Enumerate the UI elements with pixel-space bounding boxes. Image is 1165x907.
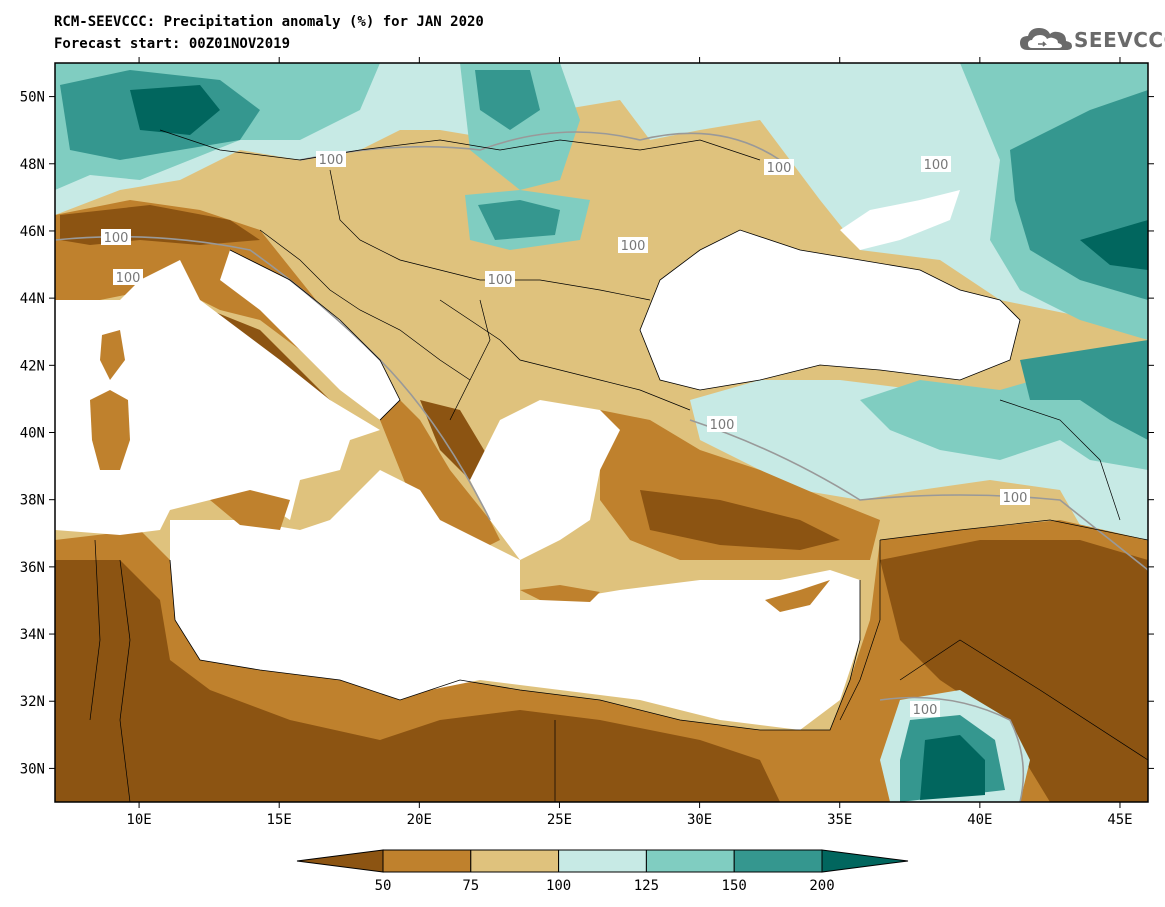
lon-tick-label: 40E [967,812,992,828]
crete [520,585,600,602]
contour-label: 100 [913,703,938,718]
lon-tick-label: 20E [407,812,432,828]
contour-label-bg [113,269,143,285]
anomaly-field [55,63,1148,802]
corsica [100,330,125,380]
western-mediterranean [55,260,380,535]
lat-tick-label: 36N [20,560,45,576]
seevccc-logo: SEEVCCC [1018,22,1165,56]
legend-swatch [470,849,560,873]
legend-label: 200 [809,878,834,894]
contour-label: 100 [710,418,735,433]
lat-tick-label: 50N [20,90,45,106]
contour-label: 100 [621,239,646,254]
contour-label-bg [764,159,794,175]
sicily [210,490,290,530]
lat-tick-label: 40N [20,426,45,442]
legend-swatch [558,849,647,873]
legend-swatch [733,849,823,873]
field-150-200-carpathian [475,70,540,130]
contour-100-north [299,131,781,161]
lon-tick-label: 15E [267,812,292,828]
lat-tick-label: 48N [20,157,45,173]
field-below-50-greece [420,400,490,480]
field-150-200-hungary [478,200,560,240]
cyprus [765,580,830,612]
contour-label-bg [101,229,131,245]
latitude-axis: 30N 32N 34N 36N 38N 40N 42N 44N 46N 48N 50N [20,90,1154,777]
legend-arrow-high [821,849,909,873]
contour-label-bg [910,701,940,717]
lat-tick-label: 34N [20,627,45,643]
longitude-axis: 10E 15E 20E 25E 30E 35E 40E 45E [126,57,1133,828]
lon-tick-label: 45E [1107,812,1132,828]
legend-label: 125 [634,878,659,894]
lon-tick-label: 25E [547,812,572,828]
legend-arrow-low [296,849,384,873]
lat-tick-label: 32N [20,694,45,710]
country-borders [89,129,1148,802]
field-below-50-anatolia [640,490,840,550]
field-below-50-north-africa [55,560,780,802]
field-200-northeast [1080,220,1148,270]
lat-tick-label: 46N [20,224,45,240]
field-150-200-caucasus [1020,340,1148,440]
field-200-northwest [130,85,220,135]
field-100-125-north [55,63,1148,330]
contour-label: 100 [767,161,792,176]
logo-text: SEEVCCC [1074,28,1165,52]
field-below-50-arabia [880,540,1148,802]
lat-tick-label: 38N [20,493,45,509]
aegean-sea [470,400,620,560]
contour-label-bg [1000,489,1030,505]
coastlines [169,229,1021,731]
cloud-logo-icon [1020,28,1072,50]
adriatic-sea [220,250,400,420]
contour-labels: 100 100 100 100 100 100 100 100 100 100 [101,151,1030,718]
legend-swatch [382,849,472,873]
black-sea [640,230,1020,390]
legend-label: 150 [722,878,747,894]
lon-tick-label: 30E [687,812,712,828]
chart-title: RCM-SEEVCCC: Precipitation anomaly (%) f… [54,14,484,30]
contour-label-bg [485,271,515,287]
field-200-red-sea [920,735,985,800]
contour-label: 100 [924,158,949,173]
sea-of-azov [840,190,960,250]
contour-label: 100 [116,271,141,286]
contour-label-bg [618,237,648,253]
contour-100-red-sea [879,696,1025,802]
lat-tick-label: 42N [20,358,45,374]
contour-label: 100 [319,153,344,168]
legend-label: 100 [546,878,571,894]
colorbar-legend: 50 75 100 125 150 200 [296,849,909,894]
central-eastern-mediterranean [170,470,860,730]
lat-tick-label: 30N [20,761,45,777]
sardinia [90,390,130,470]
contour-label: 100 [1003,491,1028,506]
contour-label-bg [707,416,737,432]
lon-tick-label: 10E [126,812,151,828]
legend-label: 50 [375,878,392,894]
forecast-start-label: Forecast start: 00Z01NOV2019 [54,36,291,52]
legend-swatch [645,849,735,873]
lon-tick-label: 35E [827,812,852,828]
lat-tick-label: 44N [20,291,45,307]
contour-label: 100 [104,231,129,246]
contour-label: 100 [488,273,513,288]
contour-label-bg [921,156,951,172]
legend-label: 75 [462,878,479,894]
contour-label-bg [316,151,346,167]
